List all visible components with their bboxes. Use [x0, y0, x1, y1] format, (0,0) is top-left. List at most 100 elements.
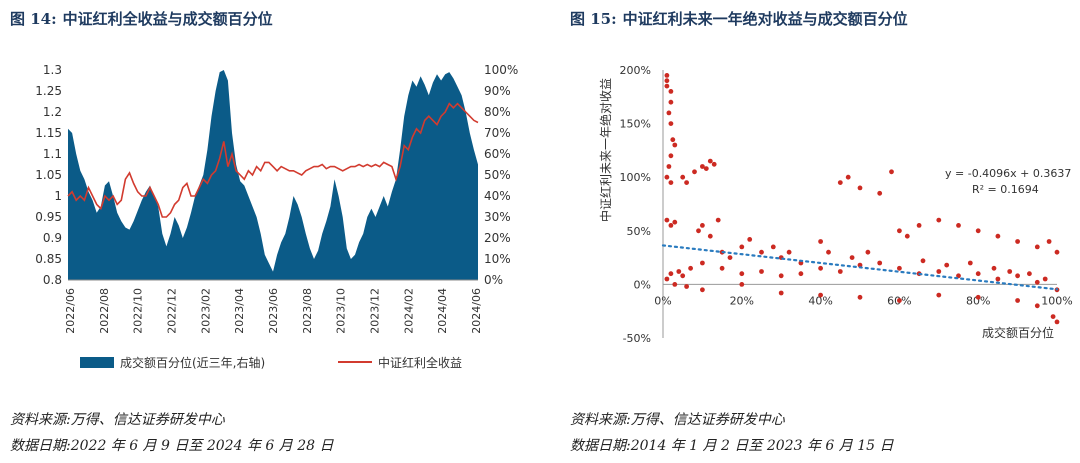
scatter-y-tick-label: 100%	[620, 171, 651, 184]
scatter-point	[719, 265, 725, 271]
scatter-x-tick-label: 80%	[966, 294, 990, 307]
scatter-point	[739, 282, 745, 287]
scatter-point	[668, 153, 674, 159]
x-tick-label: 2023/08	[301, 288, 314, 334]
right-date-range: 数据日期:2014 年 1 月 2 日至 2023 年 6 月 15 日	[570, 438, 894, 454]
right-y-tick-label: 60%	[484, 147, 511, 161]
scatter-point	[664, 73, 670, 78]
right-chart-svg: -50%0%50%100%150%200%0%20%40%60%80%100%y…	[560, 40, 1080, 370]
scatter-point	[995, 233, 1001, 239]
x-tick-label: 2022/08	[98, 288, 111, 334]
left-legend-line: 中证红利全收益	[338, 354, 462, 371]
left-chart-svg: 0.8 0.85 0.9 0.95 1 1.05 1.1 1.15 1.2 1.25 1.3 0% 10…	[0, 40, 540, 385]
right-y-tick-label: 40%	[484, 189, 511, 203]
scatter-point	[818, 292, 823, 298]
scatter-point	[1034, 279, 1040, 285]
scatter-point	[664, 276, 670, 282]
legend-line-label: 中证红利全收益	[378, 356, 463, 370]
left-y-tick-label: 1.25	[35, 84, 62, 98]
scatter-point	[975, 294, 981, 300]
left-legend-area: 成交额百分位(近三年,右轴)	[80, 354, 265, 371]
scatter-y-axis-label: 中证红利未来一年绝对收益	[598, 78, 613, 222]
left-y-tick-label: 1.3	[43, 63, 62, 77]
left-y-tick-label: 1.2	[43, 105, 62, 119]
scatter-point	[975, 228, 981, 234]
scatter-point	[739, 244, 745, 250]
x-tick-label: 2022/12	[166, 288, 179, 334]
scatter-point	[664, 83, 670, 89]
chart2-background	[560, 40, 1080, 370]
scatter-point	[1015, 239, 1020, 244]
scatter-point	[897, 298, 902, 303]
scatter-point	[975, 271, 981, 277]
scatter-point	[676, 269, 682, 274]
scatter-point	[700, 223, 705, 228]
left-figure-number: 图 14:	[10, 10, 57, 28]
scatter-point	[1046, 239, 1052, 244]
scatter-point	[668, 121, 674, 126]
x-tick-label: 2024/02	[402, 288, 415, 334]
scatter-point	[670, 137, 676, 143]
scatter-point	[664, 174, 670, 180]
right-figure-title: 图 15: 中证红利未来一年绝对收益与成交额百分位	[570, 8, 908, 29]
scatter-point	[739, 271, 745, 277]
scatter-point	[857, 262, 863, 268]
scatter-point	[747, 237, 753, 242]
x-tick-label: 2022/10	[132, 288, 145, 334]
trend-line	[661, 244, 1059, 291]
x-tick-label: 2023/06	[267, 288, 280, 334]
scatter-point	[778, 290, 784, 296]
legend-area-label: 成交额百分位(近三年,右轴)	[120, 356, 266, 370]
scatter-point	[666, 110, 672, 116]
legend-area-swatch	[80, 357, 114, 368]
scatter-point	[798, 271, 804, 277]
scatter-point	[700, 287, 705, 293]
scatter-point	[692, 169, 697, 175]
scatter-point	[759, 269, 764, 274]
x-tick-label: 2024/06	[470, 288, 483, 334]
scatter-point	[920, 258, 926, 264]
legend-line-swatch	[338, 361, 372, 363]
scatter-point	[944, 262, 950, 268]
scatter-point	[680, 273, 686, 279]
scatter-point	[666, 164, 672, 169]
scatter-point	[715, 217, 721, 223]
right-y-tick-label: 0%	[484, 273, 503, 287]
left-figure-title: 图 14: 中证红利全收益与成交额百分位	[10, 8, 273, 29]
scatter-y-tick-label: 50%	[627, 225, 651, 238]
right-chart-panel: 图 15: 中证红利未来一年绝对收益与成交额百分位 -50% 0% 50% 100% 15…	[560, 0, 1080, 463]
scatter-point	[1015, 273, 1020, 279]
x-tick-label: 2023/04	[233, 288, 246, 334]
left-y-tick-label: 0.8	[43, 273, 62, 287]
scatter-point	[1054, 249, 1060, 255]
scatter-point	[991, 265, 997, 271]
scatter-point	[786, 249, 792, 255]
scatter-point	[857, 185, 863, 191]
scatter-point	[956, 273, 961, 279]
scatter-point	[845, 174, 851, 180]
scatter-point	[778, 273, 784, 279]
left-source: 资料来源:万得、信达证券研发中心	[10, 412, 225, 428]
right-y-tick-label: 70%	[484, 126, 511, 140]
scatter-point	[770, 244, 776, 250]
scatter-x-tick-label: 20%	[730, 294, 754, 307]
scatter-point	[1007, 269, 1013, 274]
left-y-tick-label: 1.1	[43, 147, 62, 161]
scatter-point	[684, 284, 689, 289]
scatter-point	[668, 89, 674, 94]
scatter-y-tick-label: 200%	[620, 64, 651, 77]
trendline-r2: R² = 0.1694	[972, 183, 1039, 196]
scatter-point	[672, 282, 678, 287]
scatter-y-tick-label: 0%	[634, 278, 651, 291]
scatter-point	[889, 169, 894, 175]
scatter-x-tick-label: 0%	[654, 294, 671, 307]
scatter-point	[837, 269, 843, 274]
scatter-point	[956, 223, 961, 228]
right-y-tick-label: 80%	[484, 105, 511, 119]
scatter-point	[865, 249, 871, 255]
scatter-x-axis-label: 成交额百分位	[982, 325, 1054, 340]
scatter-point	[672, 142, 678, 148]
x-tick-label: 2024/04	[436, 288, 449, 334]
x-tick-label: 2023/12	[369, 288, 382, 334]
right-figure-number: 图 15:	[570, 10, 617, 28]
